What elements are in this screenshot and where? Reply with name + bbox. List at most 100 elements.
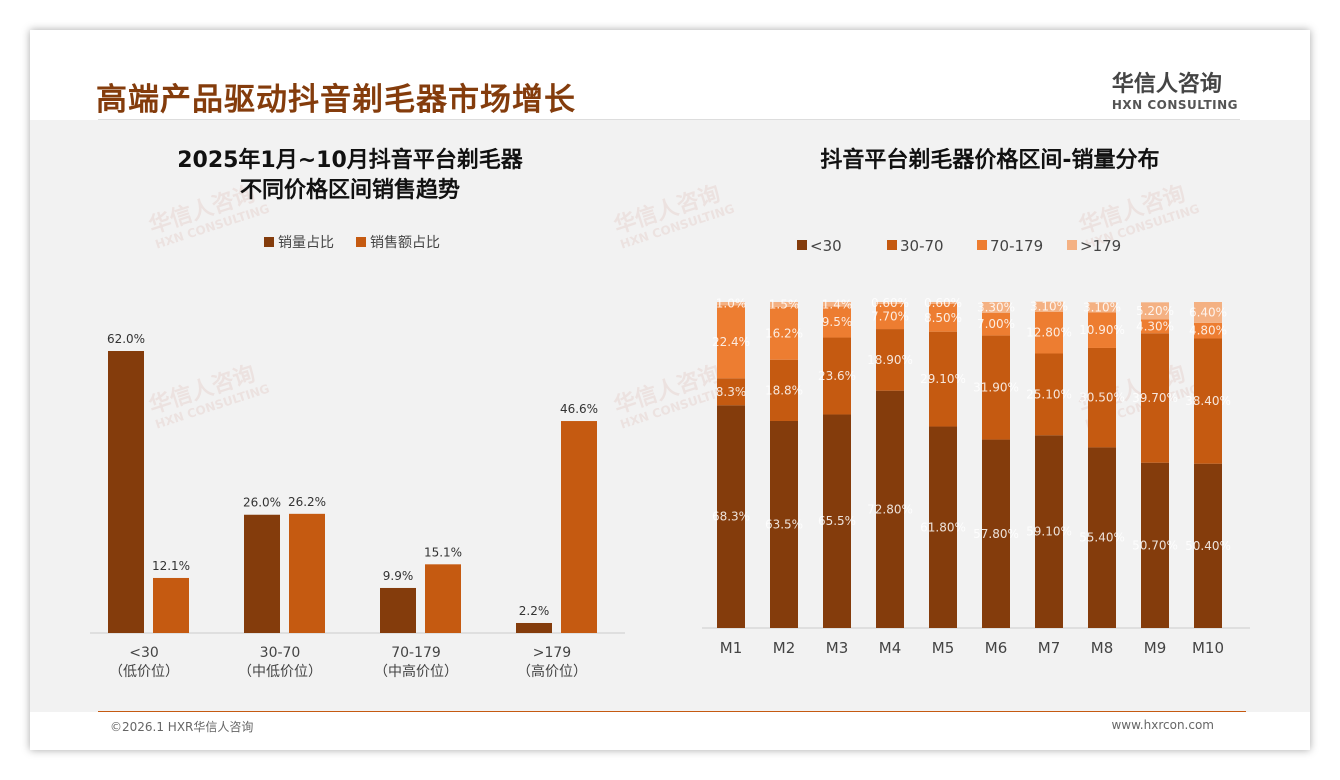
charts-svg: 销量占比 销售额占比 62.0% 12.1% <30 （低价位） 26.0% 26.2% 30-…	[90, 235, 1250, 680]
data-label: 46.6%	[560, 402, 598, 416]
data-label: 38.40%	[1185, 394, 1231, 408]
data-label: 72.80%	[867, 502, 913, 516]
x-tick-sublabel: （中高价位）	[374, 663, 458, 680]
stacked-bar-segment	[929, 302, 957, 304]
bar	[380, 587, 416, 633]
legend-swatch	[1067, 240, 1077, 250]
stacked-bar-segment	[770, 306, 798, 360]
data-label: 7.70%	[871, 310, 909, 324]
x-tick-label: M6	[985, 639, 1008, 657]
data-label: 15.1%	[424, 545, 462, 559]
right-chart-title: 抖音平台剃毛器价格区间-销量分布	[820, 148, 1160, 173]
x-tick-label: 30-70	[260, 645, 301, 661]
data-label: 16.2%	[765, 326, 803, 340]
x-tick-sublabel: （低价位）	[109, 664, 179, 680]
legend-swatch	[887, 240, 897, 250]
data-label: 26.2%	[288, 495, 326, 509]
x-tick-label: M2	[773, 639, 796, 657]
x-tick-label: M5	[932, 639, 955, 657]
data-label: 31.90%	[973, 381, 1019, 395]
page-title: 高端产品驱动抖音剃毛器市场增长	[96, 82, 576, 118]
x-tick-sublabel: （高价位）	[517, 663, 587, 680]
legend-swatch	[797, 240, 807, 250]
x-tick-label: M3	[826, 639, 849, 657]
stacked-bar-segment	[1141, 319, 1169, 334]
data-label: 8.50%	[924, 311, 962, 325]
data-label: 4.80%	[1189, 324, 1227, 338]
stacked-bar-segment	[1141, 333, 1169, 463]
data-label: 1.4%	[822, 297, 853, 311]
left-title-line1: 2025年1月~10月抖音平台剃毛器	[177, 148, 523, 173]
data-label: 26.0%	[243, 496, 281, 510]
stacked-bar-segment	[982, 302, 1010, 313]
stacked-bar-segment	[876, 329, 904, 391]
stacked-bar-segment	[1035, 353, 1063, 436]
data-label: 9.9%	[383, 569, 414, 583]
data-label: 63.5%	[765, 517, 803, 531]
stacked-bar-segment	[1194, 463, 1222, 628]
data-label: 57.80%	[973, 527, 1019, 541]
bar	[108, 351, 144, 633]
data-label: 3.30%	[977, 300, 1015, 314]
bar	[516, 622, 552, 633]
data-label: 29.10%	[920, 372, 966, 386]
x-tick-label: M9	[1144, 639, 1167, 657]
data-label: 62.0%	[107, 332, 145, 346]
data-label: 2.2%	[519, 604, 550, 618]
legend-label: 销售额占比	[370, 235, 440, 251]
legend-label: <30	[810, 237, 842, 255]
data-label: 61.80%	[920, 520, 966, 534]
data-label: 12.80%	[1026, 326, 1072, 340]
data-label: 25.10%	[1026, 387, 1072, 401]
stacked-bar-segment	[982, 335, 1010, 440]
data-label: 6.40%	[1189, 305, 1227, 319]
stacked-bar-segment	[1035, 301, 1063, 312]
data-label: 4.30%	[1136, 319, 1174, 333]
data-label: 3.10%	[1083, 300, 1121, 314]
left-chart-title: 2025年1月~10月抖音平台剃毛器 不同价格区间销售趋势	[100, 146, 600, 206]
x-tick-label: M1	[720, 639, 743, 657]
legend-label: 30-70	[900, 237, 944, 255]
stacked-bar-segment	[982, 312, 1010, 336]
legend-swatch	[356, 237, 366, 247]
data-label: 12.1%	[152, 559, 190, 573]
left-title-line2: 不同价格区间销售趋势	[239, 178, 460, 203]
stacked-bar-segment	[1035, 311, 1063, 354]
stacked-bar-segment	[1194, 302, 1222, 323]
x-tick-label: >179	[533, 645, 571, 661]
stacked-bar-segment	[982, 439, 1010, 628]
data-label: 7.00%	[977, 317, 1015, 331]
stacked-bar-segment	[1194, 338, 1222, 464]
footer-url: www.hxrcon.com	[1111, 718, 1214, 732]
legend-label: 70-179	[990, 237, 1043, 255]
stacked-bar-segment	[929, 426, 957, 628]
data-label: 5.20%	[1136, 304, 1174, 318]
stacked-bar-segment	[1088, 347, 1116, 448]
stacked-bar-segment	[929, 303, 957, 332]
stacked-bar-segment	[1035, 435, 1063, 628]
logo-cn: 华信人咨询	[1111, 72, 1222, 97]
data-label: 50.70%	[1132, 538, 1178, 552]
x-tick-label: <30	[129, 645, 159, 661]
data-label: 39.70%	[1132, 391, 1178, 405]
legend-swatch	[977, 240, 987, 250]
stacked-bar-segment	[717, 305, 745, 379]
footer-line	[98, 711, 1246, 712]
data-label: 1.0%	[716, 297, 747, 311]
data-label: 50.40%	[1185, 539, 1231, 553]
data-label: 0.60%	[924, 296, 962, 310]
stacked-bar-segment	[823, 414, 851, 628]
stacked-bar-segment	[770, 420, 798, 628]
data-label: 55.40%	[1079, 531, 1125, 545]
data-label: 59.10%	[1026, 525, 1072, 539]
stacked-bar-segment	[717, 378, 745, 406]
copyright: ©2026.1 HXR华信人咨询	[110, 720, 254, 734]
legend-label: 销量占比	[278, 235, 334, 251]
data-label: 18.90%	[867, 353, 913, 367]
stacked-bar-segment	[1088, 447, 1116, 628]
data-label: 22.4%	[712, 335, 750, 349]
stacked-bar-segment	[876, 302, 904, 304]
stacked-bar-segment	[929, 331, 957, 427]
data-label: 9.5%	[822, 315, 853, 329]
stacked-bar-segment	[717, 302, 745, 306]
